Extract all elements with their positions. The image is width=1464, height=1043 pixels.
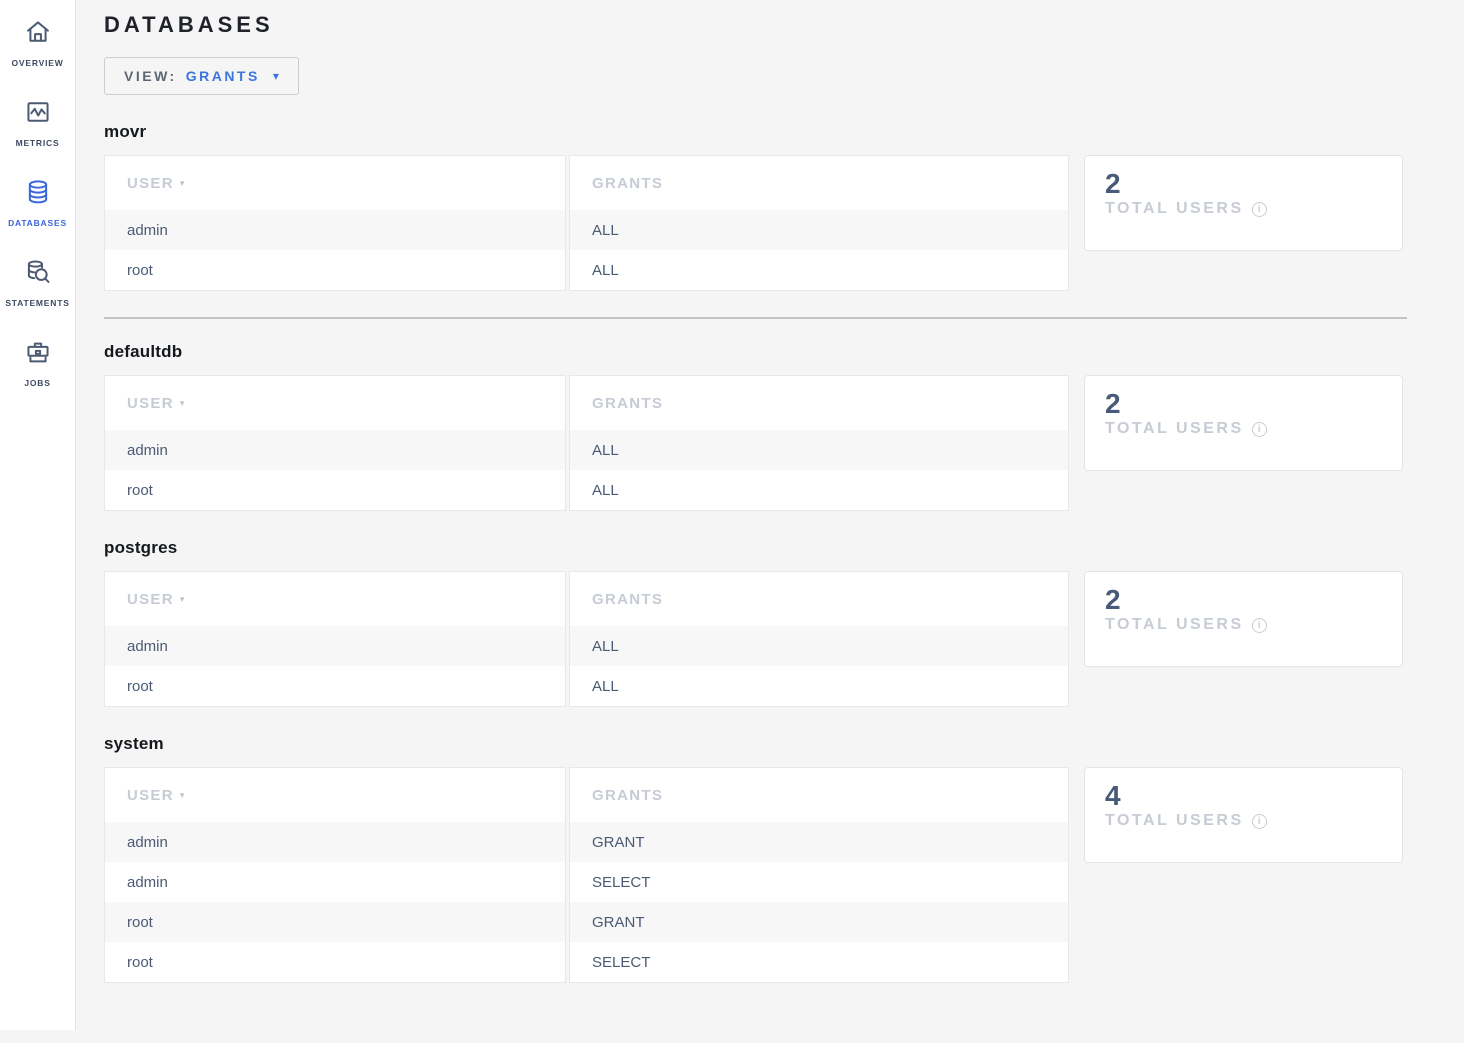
column-header-grants-label: GRANTS	[592, 591, 663, 608]
view-dropdown-prefix: VIEW:	[124, 68, 177, 84]
total-users-card: 2 TOTAL USERS i	[1084, 375, 1403, 471]
grants-cell: GRANT	[570, 822, 1068, 862]
column-header-grants-label: GRANTS	[592, 395, 663, 412]
view-dropdown[interactable]: VIEW: GRANTS ▾	[104, 57, 299, 95]
grants-cell: SELECT	[570, 942, 1068, 982]
database-name: system	[104, 734, 1407, 754]
user-cell: root	[105, 902, 565, 942]
total-users-card: 4 TOTAL USERS i	[1084, 767, 1403, 863]
sidebar-item-label: JOBS	[24, 378, 50, 388]
page-title: DATABASES	[104, 12, 1407, 38]
database-name: defaultdb	[104, 342, 1407, 362]
grants-cell: ALL	[570, 210, 1068, 250]
user-cell: admin	[105, 626, 565, 666]
section-divider	[104, 317, 1407, 319]
column-header-grants[interactable]: GRANTS	[570, 376, 1068, 430]
main-content: DATABASES VIEW: GRANTS ▾ movr USER ▾ adm…	[77, 0, 1464, 1043]
column-header-user-label: USER	[127, 395, 174, 412]
column-header-user-label: USER	[127, 787, 174, 804]
total-users-card: 2 TOTAL USERS i	[1084, 155, 1403, 251]
grants-cell: ALL	[570, 666, 1068, 706]
statements-icon	[24, 258, 52, 291]
sort-caret-icon: ▾	[180, 594, 185, 605]
column-header-user-label: USER	[127, 591, 174, 608]
total-users-count: 2	[1105, 388, 1382, 420]
database-name: postgres	[104, 538, 1407, 558]
grants-cell: ALL	[570, 470, 1068, 510]
total-users-label: TOTAL USERS	[1105, 420, 1244, 438]
grants-cell: SELECT	[570, 862, 1068, 902]
sidebar-item-metrics[interactable]: METRICS	[0, 88, 75, 168]
sidebar-item-label: OVERVIEW	[11, 58, 63, 68]
sidebar-item-label: DATABASES	[8, 218, 67, 228]
grants-cell: GRANT	[570, 902, 1068, 942]
column-header-grants[interactable]: GRANTS	[570, 768, 1068, 822]
column-header-grants[interactable]: GRANTS	[570, 572, 1068, 626]
info-icon[interactable]: i	[1252, 814, 1267, 829]
column-header-grants-label: GRANTS	[592, 787, 663, 804]
jobs-icon	[24, 338, 52, 371]
total-users-label: TOTAL USERS	[1105, 200, 1244, 218]
total-users-card: 2 TOTAL USERS i	[1084, 571, 1403, 667]
sidebar-item-statements[interactable]: STATEMENTS	[0, 248, 75, 328]
user-cell: admin	[105, 822, 565, 862]
column-header-user[interactable]: USER ▾	[105, 768, 565, 822]
info-icon[interactable]: i	[1252, 202, 1267, 217]
databases-icon	[24, 178, 52, 211]
sidebar: OVERVIEW METRICS	[0, 0, 76, 1030]
home-icon	[24, 18, 52, 51]
user-cell: admin	[105, 862, 565, 902]
sort-caret-icon: ▾	[180, 178, 185, 189]
user-cell: root	[105, 666, 565, 706]
sort-caret-icon: ▾	[180, 398, 185, 409]
total-users-label: TOTAL USERS	[1105, 812, 1244, 830]
column-header-grants[interactable]: GRANTS	[570, 156, 1068, 210]
sidebar-item-jobs[interactable]: JOBS	[0, 328, 75, 408]
sort-caret-icon: ▾	[180, 790, 185, 801]
chevron-down-icon: ▾	[273, 69, 279, 83]
total-users-count: 2	[1105, 168, 1382, 200]
info-icon[interactable]: i	[1252, 618, 1267, 633]
user-cell: root	[105, 250, 565, 290]
grants-cell: ALL	[570, 250, 1068, 290]
user-cell: root	[105, 942, 565, 982]
view-dropdown-value: GRANTS	[186, 68, 260, 84]
sidebar-item-label: METRICS	[16, 138, 60, 148]
user-cell: root	[105, 470, 565, 510]
database-name: movr	[104, 122, 1407, 142]
total-users-count: 4	[1105, 780, 1382, 812]
column-header-user[interactable]: USER ▾	[105, 156, 565, 210]
info-icon[interactable]: i	[1252, 422, 1267, 437]
sidebar-item-databases[interactable]: DATABASES	[0, 168, 75, 248]
grants-cell: ALL	[570, 430, 1068, 470]
sidebar-item-overview[interactable]: OVERVIEW	[0, 8, 75, 88]
grants-cell: ALL	[570, 626, 1068, 666]
sidebar-item-label: STATEMENTS	[5, 298, 69, 308]
total-users-count: 2	[1105, 584, 1382, 616]
column-header-grants-label: GRANTS	[592, 175, 663, 192]
user-cell: admin	[105, 210, 565, 250]
column-header-user[interactable]: USER ▾	[105, 572, 565, 626]
column-header-user-label: USER	[127, 175, 174, 192]
column-header-user[interactable]: USER ▾	[105, 376, 565, 430]
total-users-label: TOTAL USERS	[1105, 616, 1244, 634]
user-cell: admin	[105, 430, 565, 470]
metrics-icon	[24, 98, 52, 131]
